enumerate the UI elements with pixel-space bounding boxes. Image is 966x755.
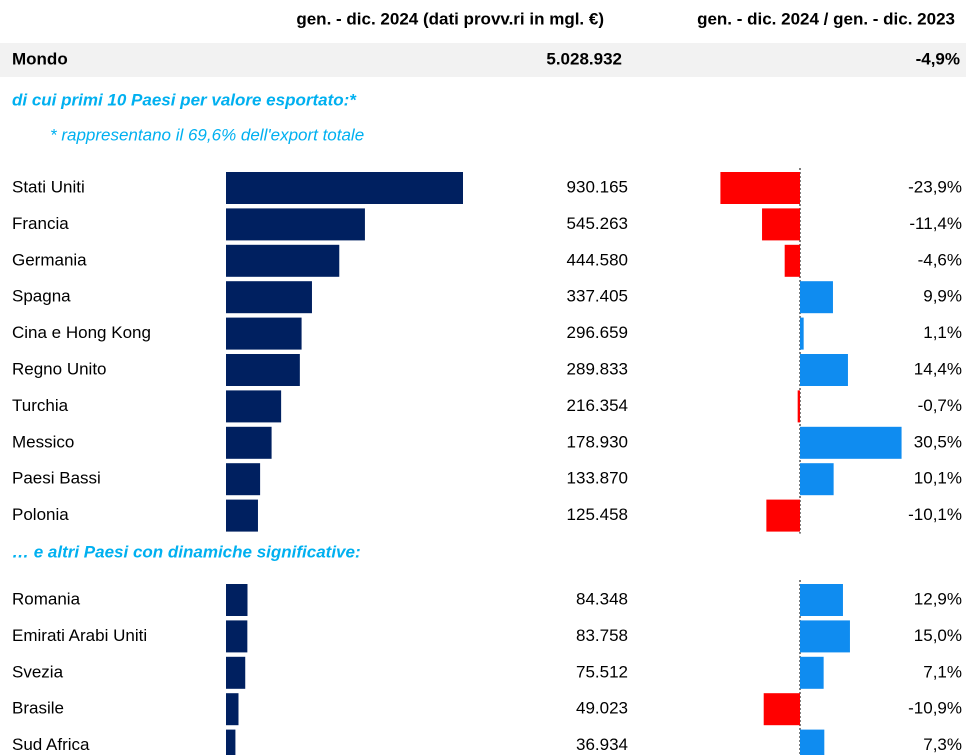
- row-label: Sud Africa: [12, 735, 90, 754]
- row-label: Messico: [12, 432, 74, 451]
- change-bar: [800, 584, 843, 616]
- value-bar: [226, 426, 272, 459]
- change-bar: [800, 620, 850, 653]
- value-label: 930.165: [567, 177, 628, 196]
- change-bar: [766, 499, 800, 532]
- total-value: 5.028.932: [546, 49, 622, 68]
- value-bar: [226, 281, 312, 314]
- value-bar: [226, 208, 365, 241]
- value-bar: [226, 354, 300, 386]
- value-bar: [226, 244, 340, 277]
- row-label: Svezia: [12, 662, 64, 681]
- change-label: -10,9%: [908, 699, 962, 718]
- change-bar: [800, 426, 902, 459]
- change-label: 9,9%: [923, 287, 962, 306]
- total-change: -4,9%: [916, 49, 960, 68]
- value-bar: [226, 390, 282, 423]
- value-bar: [226, 584, 248, 616]
- value-label: 296.659: [567, 323, 628, 342]
- value-bar: [226, 693, 239, 726]
- change-bar: [762, 208, 800, 241]
- section-title: di cui primi 10 Paesi per valore esporta…: [12, 90, 357, 109]
- change-label: -10,1%: [908, 505, 962, 524]
- change-label: 10,1%: [914, 469, 962, 488]
- change-label: 1,1%: [923, 323, 962, 342]
- row-label: Brasile: [12, 699, 64, 718]
- row-label: Regno Unito: [12, 359, 107, 378]
- row-label: Germania: [12, 250, 87, 269]
- change-label: 30,5%: [914, 432, 962, 451]
- change-label: 14,4%: [914, 359, 962, 378]
- change-bar: [800, 463, 834, 496]
- row-label: Emirati Arabi Uniti: [12, 626, 147, 645]
- value-bar: [226, 729, 236, 755]
- change-label: 15,0%: [914, 626, 962, 645]
- row-label: Spagna: [12, 287, 71, 306]
- column-header: gen. - dic. 2024 / gen. - dic. 2023: [697, 9, 955, 28]
- value-label: 289.833: [567, 359, 628, 378]
- value-bar: [226, 620, 248, 653]
- value-label: 83.758: [576, 626, 628, 645]
- row-label: Romania: [12, 589, 81, 608]
- change-bar: [797, 390, 800, 423]
- row-label: Stati Uniti: [12, 177, 85, 196]
- row-label: Cina e Hong Kong: [12, 323, 151, 342]
- change-bar: [720, 172, 800, 204]
- section-title: … e altri Paesi con dinamiche significat…: [12, 542, 361, 561]
- row-label: Paesi Bassi: [12, 469, 101, 488]
- change-label: -23,9%: [908, 177, 962, 196]
- value-label: 444.580: [567, 250, 628, 269]
- section-note: * rappresentano il 69,6% dell'export tot…: [50, 125, 364, 144]
- row-label: Turchia: [12, 396, 69, 415]
- change-bar: [763, 693, 800, 726]
- change-bar: [800, 354, 848, 386]
- value-label: 216.354: [567, 396, 628, 415]
- change-label: -4,6%: [918, 250, 962, 269]
- value-label: 337.405: [567, 287, 628, 306]
- value-label: 49.023: [576, 699, 628, 718]
- row-label: Polonia: [12, 505, 69, 524]
- change-label: -11,4%: [909, 214, 962, 233]
- value-bar: [226, 317, 302, 350]
- column-header: gen. - dic. 2024 (dati provv.ri in mgl. …: [296, 9, 604, 28]
- change-label: 7,3%: [923, 735, 962, 754]
- value-label: 178.930: [567, 432, 628, 451]
- value-bar: [226, 656, 246, 689]
- value-bar: [226, 499, 258, 532]
- value-bar: [226, 172, 463, 204]
- value-label: 84.348: [576, 589, 628, 608]
- change-label: 12,9%: [914, 589, 962, 608]
- value-label: 36.934: [576, 735, 628, 754]
- total-name: Mondo: [12, 49, 68, 68]
- value-label: 545.263: [567, 214, 628, 233]
- row-label: Francia: [12, 214, 69, 233]
- total-row-bg: [0, 43, 966, 77]
- change-label: -0,7%: [918, 396, 962, 415]
- change-bar: [800, 656, 824, 689]
- value-label: 125.458: [567, 505, 628, 524]
- change-label: 7,1%: [923, 662, 962, 681]
- change-bar: [800, 317, 804, 350]
- value-bar: [226, 463, 261, 496]
- change-bar: [800, 281, 833, 314]
- value-label: 133.870: [567, 469, 628, 488]
- value-label: 75.512: [576, 662, 628, 681]
- change-bar: [784, 244, 800, 277]
- change-bar: [800, 729, 825, 755]
